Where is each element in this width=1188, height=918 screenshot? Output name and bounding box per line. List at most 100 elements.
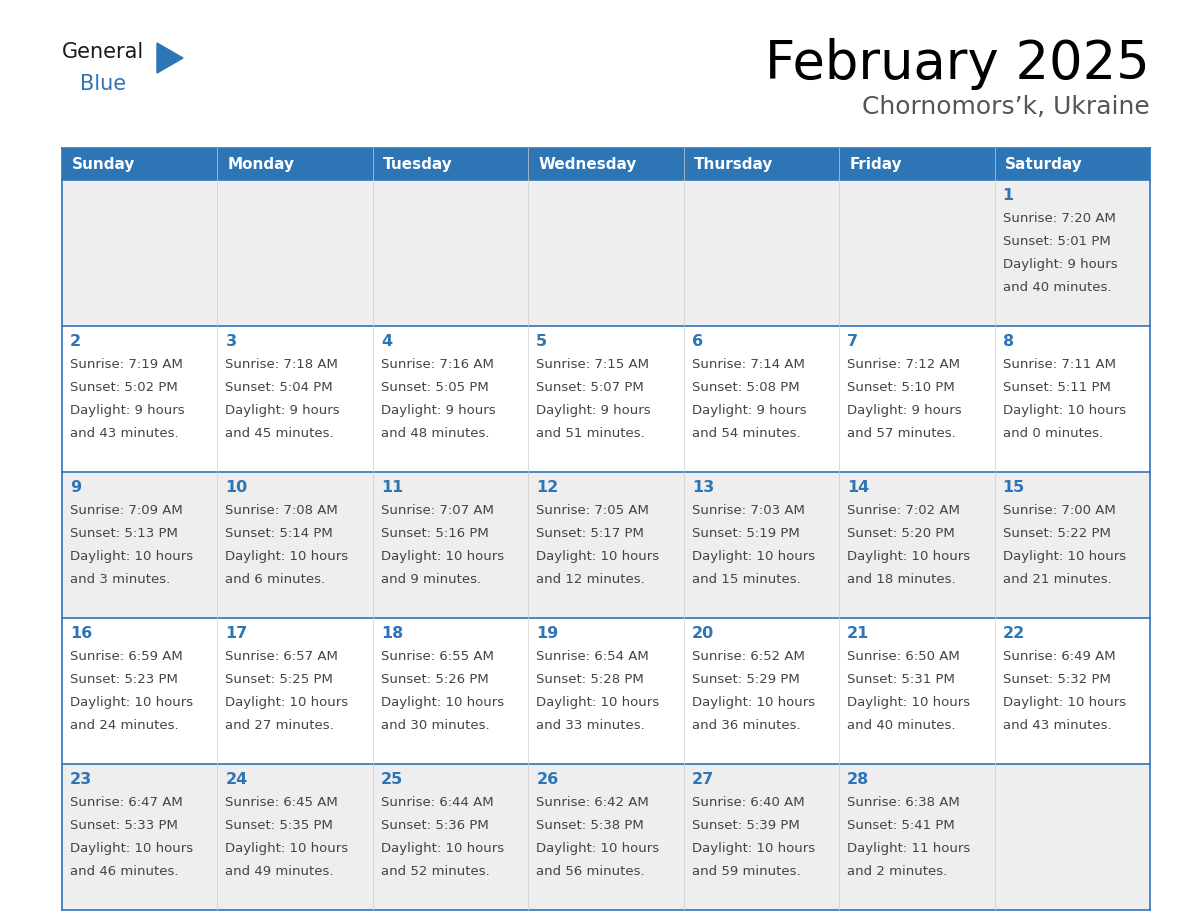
Text: and 6 minutes.: and 6 minutes. — [226, 574, 326, 587]
Text: Sunrise: 6:42 AM: Sunrise: 6:42 AM — [536, 796, 649, 809]
Text: Sunrise: 7:09 AM: Sunrise: 7:09 AM — [70, 504, 183, 517]
Text: Daylight: 9 hours: Daylight: 9 hours — [691, 404, 807, 418]
Text: Sunset: 5:20 PM: Sunset: 5:20 PM — [847, 527, 955, 540]
Text: 4: 4 — [381, 334, 392, 349]
Text: and 49 minutes.: and 49 minutes. — [226, 866, 334, 879]
Text: Sunrise: 7:19 AM: Sunrise: 7:19 AM — [70, 358, 183, 371]
Text: 25: 25 — [381, 772, 403, 787]
Text: Sunset: 5:39 PM: Sunset: 5:39 PM — [691, 819, 800, 833]
Text: Sunset: 5:07 PM: Sunset: 5:07 PM — [536, 381, 644, 394]
Bar — [62, 148, 217, 180]
Text: 24: 24 — [226, 772, 247, 787]
Text: Chornomors’k, Ukraine: Chornomors’k, Ukraine — [862, 95, 1150, 119]
Text: Sunrise: 7:15 AM: Sunrise: 7:15 AM — [536, 358, 650, 371]
Text: 21: 21 — [847, 626, 870, 641]
Text: 2: 2 — [70, 334, 81, 349]
Text: Daylight: 10 hours: Daylight: 10 hours — [226, 550, 348, 564]
Text: Daylight: 10 hours: Daylight: 10 hours — [70, 550, 194, 564]
Text: Sunrise: 6:52 AM: Sunrise: 6:52 AM — [691, 650, 804, 663]
Text: 11: 11 — [381, 480, 403, 495]
Text: and 59 minutes.: and 59 minutes. — [691, 866, 801, 879]
Text: Sunrise: 7:14 AM: Sunrise: 7:14 AM — [691, 358, 804, 371]
Text: Sunrise: 7:16 AM: Sunrise: 7:16 AM — [381, 358, 494, 371]
Text: February 2025: February 2025 — [765, 38, 1150, 90]
Text: Daylight: 10 hours: Daylight: 10 hours — [847, 696, 971, 710]
Text: 16: 16 — [70, 626, 93, 641]
Text: Sunrise: 6:47 AM: Sunrise: 6:47 AM — [70, 796, 183, 809]
Text: Sunrise: 7:18 AM: Sunrise: 7:18 AM — [226, 358, 339, 371]
Text: and 46 minutes.: and 46 minutes. — [70, 866, 178, 879]
Bar — [62, 180, 1150, 326]
Text: General: General — [62, 42, 144, 62]
Text: Sunset: 5:38 PM: Sunset: 5:38 PM — [536, 819, 644, 833]
Bar — [217, 148, 373, 180]
Text: and 2 minutes.: and 2 minutes. — [847, 866, 947, 879]
Text: Sunrise: 7:20 AM: Sunrise: 7:20 AM — [1003, 212, 1116, 225]
Text: Sunset: 5:13 PM: Sunset: 5:13 PM — [70, 527, 178, 540]
Text: and 33 minutes.: and 33 minutes. — [536, 720, 645, 733]
Text: Tuesday: Tuesday — [383, 156, 453, 172]
Text: Friday: Friday — [849, 156, 902, 172]
Text: Wednesday: Wednesday — [538, 156, 637, 172]
Text: Blue: Blue — [80, 74, 126, 94]
Text: Sunset: 5:10 PM: Sunset: 5:10 PM — [847, 381, 955, 394]
Text: and 40 minutes.: and 40 minutes. — [1003, 282, 1111, 295]
Text: Daylight: 10 hours: Daylight: 10 hours — [691, 843, 815, 856]
Text: and 3 minutes.: and 3 minutes. — [70, 574, 170, 587]
Text: Saturday: Saturday — [1005, 156, 1082, 172]
Text: Daylight: 9 hours: Daylight: 9 hours — [381, 404, 495, 418]
Text: Sunrise: 6:50 AM: Sunrise: 6:50 AM — [847, 650, 960, 663]
Text: 3: 3 — [226, 334, 236, 349]
Text: Sunrise: 6:55 AM: Sunrise: 6:55 AM — [381, 650, 494, 663]
Text: Daylight: 9 hours: Daylight: 9 hours — [847, 404, 962, 418]
Bar — [373, 148, 529, 180]
Text: 18: 18 — [381, 626, 403, 641]
Text: Thursday: Thursday — [694, 156, 773, 172]
Text: Daylight: 10 hours: Daylight: 10 hours — [536, 696, 659, 710]
Text: Daylight: 9 hours: Daylight: 9 hours — [1003, 258, 1117, 272]
Text: Sunrise: 6:38 AM: Sunrise: 6:38 AM — [847, 796, 960, 809]
Text: Sunset: 5:23 PM: Sunset: 5:23 PM — [70, 673, 178, 686]
Text: 15: 15 — [1003, 480, 1025, 495]
Text: Daylight: 10 hours: Daylight: 10 hours — [1003, 696, 1126, 710]
Text: and 21 minutes.: and 21 minutes. — [1003, 574, 1111, 587]
Text: Daylight: 9 hours: Daylight: 9 hours — [70, 404, 184, 418]
Text: Sunrise: 7:08 AM: Sunrise: 7:08 AM — [226, 504, 339, 517]
Text: Sunset: 5:05 PM: Sunset: 5:05 PM — [381, 381, 488, 394]
Text: Sunset: 5:25 PM: Sunset: 5:25 PM — [226, 673, 334, 686]
Text: Sunset: 5:02 PM: Sunset: 5:02 PM — [70, 381, 178, 394]
Text: Sunset: 5:11 PM: Sunset: 5:11 PM — [1003, 381, 1111, 394]
Text: Sunset: 5:28 PM: Sunset: 5:28 PM — [536, 673, 644, 686]
Text: Sunset: 5:41 PM: Sunset: 5:41 PM — [847, 819, 955, 833]
Text: Sunset: 5:26 PM: Sunset: 5:26 PM — [381, 673, 488, 686]
Text: and 51 minutes.: and 51 minutes. — [536, 428, 645, 441]
Text: 6: 6 — [691, 334, 703, 349]
Text: Sunday: Sunday — [72, 156, 135, 172]
Text: and 30 minutes.: and 30 minutes. — [381, 720, 489, 733]
Text: 26: 26 — [536, 772, 558, 787]
Bar — [839, 148, 994, 180]
Text: Sunset: 5:32 PM: Sunset: 5:32 PM — [1003, 673, 1111, 686]
Text: Sunrise: 7:12 AM: Sunrise: 7:12 AM — [847, 358, 960, 371]
Text: Sunset: 5:08 PM: Sunset: 5:08 PM — [691, 381, 800, 394]
Text: and 57 minutes.: and 57 minutes. — [847, 428, 956, 441]
Text: Daylight: 10 hours: Daylight: 10 hours — [691, 696, 815, 710]
Text: Sunrise: 6:49 AM: Sunrise: 6:49 AM — [1003, 650, 1116, 663]
Text: 27: 27 — [691, 772, 714, 787]
Text: 22: 22 — [1003, 626, 1025, 641]
Text: 19: 19 — [536, 626, 558, 641]
Text: Daylight: 10 hours: Daylight: 10 hours — [70, 696, 194, 710]
Text: 20: 20 — [691, 626, 714, 641]
Text: and 52 minutes.: and 52 minutes. — [381, 866, 489, 879]
Text: Sunset: 5:17 PM: Sunset: 5:17 PM — [536, 527, 644, 540]
Text: Daylight: 10 hours: Daylight: 10 hours — [1003, 550, 1126, 564]
Text: 13: 13 — [691, 480, 714, 495]
Text: and 27 minutes.: and 27 minutes. — [226, 720, 334, 733]
Text: Sunrise: 6:57 AM: Sunrise: 6:57 AM — [226, 650, 339, 663]
Text: Sunrise: 7:05 AM: Sunrise: 7:05 AM — [536, 504, 649, 517]
Text: Daylight: 9 hours: Daylight: 9 hours — [226, 404, 340, 418]
Text: and 43 minutes.: and 43 minutes. — [70, 428, 178, 441]
Bar — [994, 148, 1150, 180]
Text: Daylight: 10 hours: Daylight: 10 hours — [536, 550, 659, 564]
Text: and 45 minutes.: and 45 minutes. — [226, 428, 334, 441]
